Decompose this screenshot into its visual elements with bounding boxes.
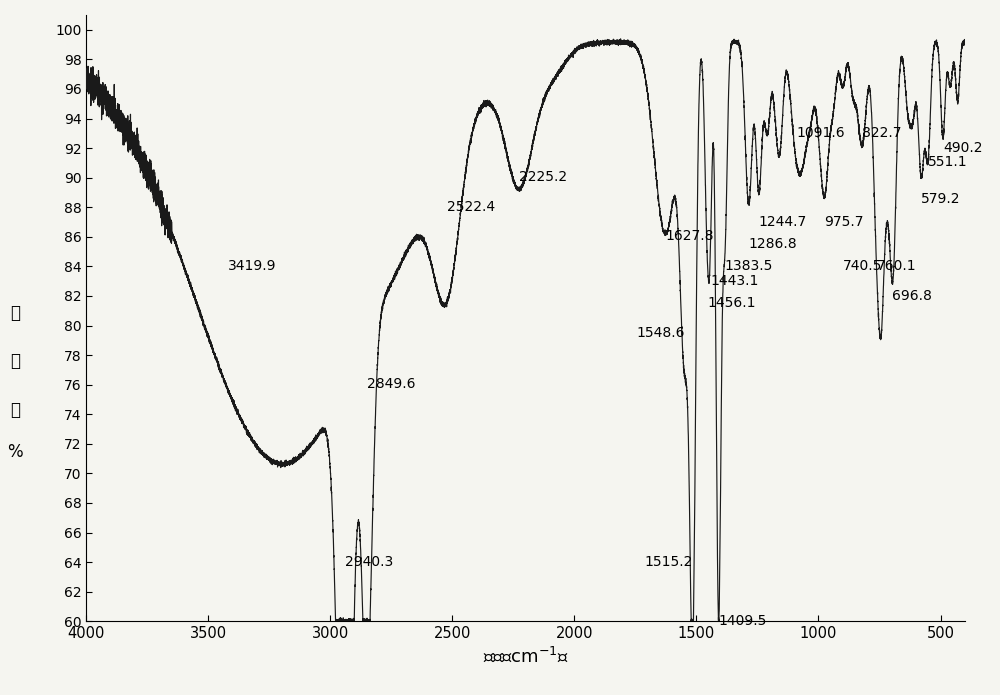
Text: 1456.1: 1456.1: [707, 296, 756, 310]
Text: 490.2: 490.2: [943, 140, 982, 155]
Text: 740.5: 740.5: [842, 259, 882, 273]
Text: %: %: [7, 443, 23, 461]
Text: 光: 光: [10, 352, 20, 370]
X-axis label: 波数（cm$^{-1}$）: 波数（cm$^{-1}$）: [483, 647, 568, 666]
Text: 3419.9: 3419.9: [228, 259, 276, 273]
Text: 1409.5: 1409.5: [719, 614, 767, 628]
Text: 1091.6: 1091.6: [796, 126, 845, 140]
Text: 975.7: 975.7: [824, 215, 864, 229]
Text: 822.7: 822.7: [862, 126, 901, 140]
Text: 696.8: 696.8: [892, 288, 932, 302]
Text: 2940.3: 2940.3: [345, 555, 393, 569]
Text: 1286.8: 1286.8: [748, 237, 797, 251]
Text: 2849.6: 2849.6: [367, 377, 416, 391]
Text: 551.1: 551.1: [928, 156, 968, 170]
Text: 2225.2: 2225.2: [519, 170, 568, 184]
Text: 1548.6: 1548.6: [636, 325, 685, 340]
Text: 1244.7: 1244.7: [759, 215, 807, 229]
Text: 1627.8: 1627.8: [665, 229, 714, 243]
Text: 1515.2: 1515.2: [644, 555, 693, 569]
Text: 760.1: 760.1: [877, 259, 917, 273]
Text: 2522.4: 2522.4: [447, 200, 495, 214]
Text: 1443.1: 1443.1: [710, 274, 759, 288]
Text: 透: 透: [10, 304, 20, 322]
Text: 率: 率: [10, 401, 20, 419]
Text: 1383.5: 1383.5: [725, 259, 773, 273]
Text: 579.2: 579.2: [921, 193, 961, 206]
